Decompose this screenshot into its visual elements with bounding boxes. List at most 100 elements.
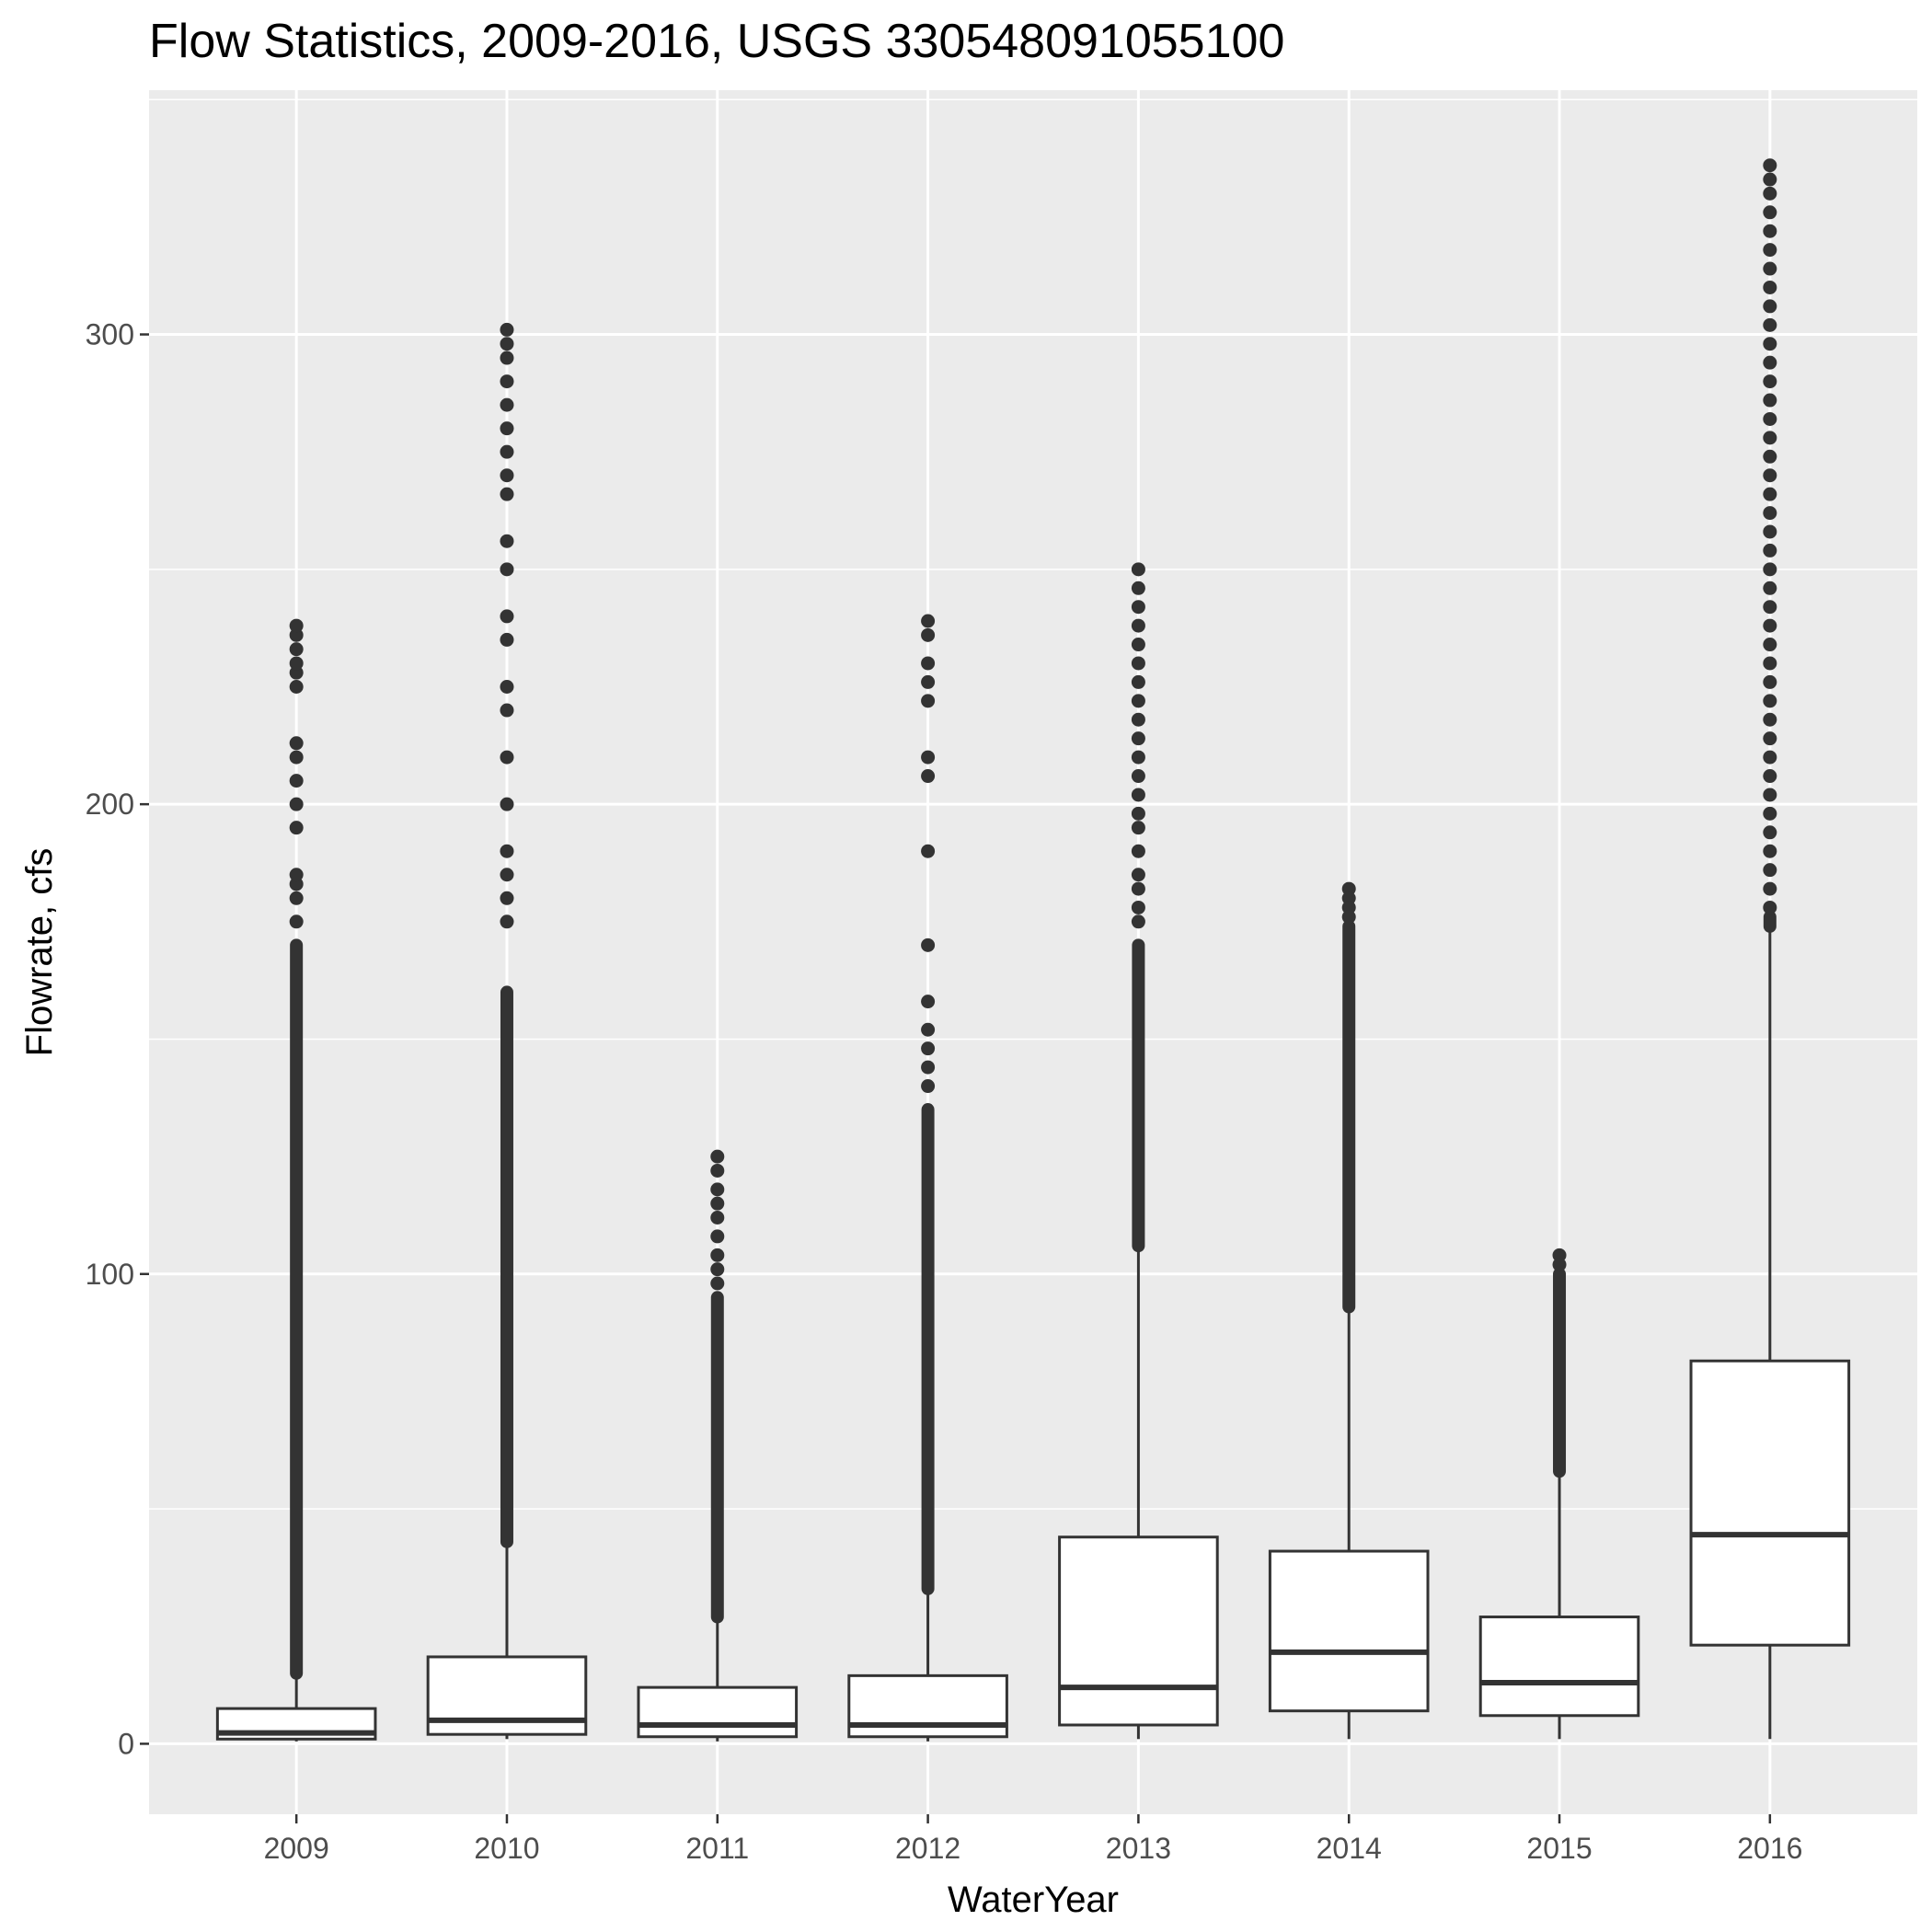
x-tick-label: 2014 <box>1317 1832 1382 1865</box>
y-axis-title: Flowrate, cfs <box>19 848 60 1057</box>
outlier-point <box>921 1079 936 1094</box>
outlier-point <box>500 609 514 624</box>
outlier-point <box>289 618 304 633</box>
x-axis: 2009 2010 2011 2012 2013 2014 2015 2016 <box>264 1814 1802 1865</box>
box-2013 <box>1058 562 1219 1740</box>
outlier-point <box>1763 618 1777 633</box>
outlier-point <box>500 444 514 459</box>
outlier-point <box>500 421 514 436</box>
outlier-point <box>1763 900 1777 914</box>
outlier-point <box>500 868 514 882</box>
outlier-point <box>500 322 514 337</box>
outlier-point <box>1131 600 1145 615</box>
y-tick-label: 200 <box>86 788 134 821</box>
box-2016 <box>1689 158 1851 1740</box>
outlier-point <box>1131 562 1145 577</box>
x-axis-title: WaterYear <box>948 1880 1119 1920</box>
outlier-point <box>1763 712 1777 727</box>
outlier-point <box>500 534 514 548</box>
outlier-point <box>921 614 936 628</box>
outlier-point <box>500 914 514 929</box>
outlier-point <box>1763 337 1777 351</box>
outlier-point <box>921 844 936 858</box>
outlier-point <box>500 679 514 694</box>
outlier-point <box>1763 600 1777 615</box>
box-body <box>1058 1535 1219 1727</box>
outlier-point <box>1763 674 1777 689</box>
x-tick-label: 2011 <box>685 1832 749 1865</box>
outlier-point <box>1763 562 1777 577</box>
x-tick-label: 2016 <box>1737 1832 1802 1865</box>
x-tick-label: 2015 <box>1526 1832 1592 1865</box>
outlier-point <box>289 797 304 811</box>
outlier-point <box>289 774 304 788</box>
outlier-point <box>1763 731 1777 746</box>
outlier-point <box>710 1182 725 1197</box>
outlier-point <box>1131 750 1145 765</box>
outlier-point <box>1763 487 1777 501</box>
outlier-point <box>1131 868 1145 882</box>
outlier-point <box>921 1022 936 1037</box>
box-2014 <box>1268 881 1430 1740</box>
outlier-point <box>500 750 514 765</box>
outlier-point <box>500 703 514 718</box>
outlier-point <box>921 674 936 689</box>
outlier-point <box>1763 788 1777 802</box>
outlier-point <box>1763 844 1777 858</box>
outlier-point <box>921 627 936 642</box>
outlier-point <box>921 656 936 671</box>
outlier-point <box>1131 638 1145 652</box>
outlier-point <box>1763 224 1777 238</box>
outlier-point <box>289 868 304 882</box>
outlier-point <box>1341 910 1356 925</box>
outlier-point <box>500 468 514 483</box>
outlier-point <box>1763 431 1777 445</box>
outlier-point <box>1131 914 1145 929</box>
outlier-point <box>921 1041 936 1056</box>
outlier-point <box>500 844 514 858</box>
outlier-point <box>1131 731 1145 746</box>
outlier-point <box>1131 694 1145 708</box>
outlier-point <box>710 1262 725 1277</box>
outlier-point <box>710 1211 725 1225</box>
outlier-point <box>1131 806 1145 821</box>
outlier-point <box>1763 186 1777 201</box>
outlier-point <box>289 736 304 751</box>
outlier-point <box>500 351 514 365</box>
outlier-point <box>1131 618 1145 633</box>
outlier-point <box>1131 788 1145 802</box>
x-tick-label: 2013 <box>1106 1832 1171 1865</box>
outlier-point <box>1552 1258 1567 1272</box>
outlier-point <box>1763 769 1777 784</box>
outlier-point <box>1763 881 1777 896</box>
outlier-point <box>1763 355 1777 370</box>
x-tick-label: 2012 <box>895 1832 960 1865</box>
outlier-point <box>710 1196 725 1211</box>
outlier-point <box>1131 581 1145 595</box>
outlier-point <box>1763 374 1777 389</box>
outlier-point <box>1763 506 1777 521</box>
box-2015 <box>1478 1248 1640 1740</box>
minor-gridlines <box>149 98 1917 1510</box>
outlier-point <box>1131 712 1145 727</box>
box-2010 <box>426 322 588 1740</box>
outlier-point <box>1763 261 1777 276</box>
y-axis: 0 100 200 300 <box>86 318 149 1760</box>
outlier-point <box>1763 825 1777 840</box>
outlier-point <box>1763 806 1777 821</box>
box-2009 <box>215 618 377 1742</box>
outlier-point <box>1763 243 1777 258</box>
outlier-point <box>1763 863 1777 878</box>
box-series <box>215 158 1851 1742</box>
outlier-point <box>921 750 936 765</box>
outlier-point <box>1763 581 1777 595</box>
outlier-point <box>500 562 514 577</box>
outlier-point <box>500 487 514 501</box>
outlier-point <box>1763 543 1777 558</box>
outlier-point <box>710 1163 725 1178</box>
outlier-point <box>921 694 936 708</box>
y-tick-label: 0 <box>118 1727 134 1760</box>
x-tick-label: 2010 <box>474 1832 539 1865</box>
outlier-point <box>921 769 936 784</box>
